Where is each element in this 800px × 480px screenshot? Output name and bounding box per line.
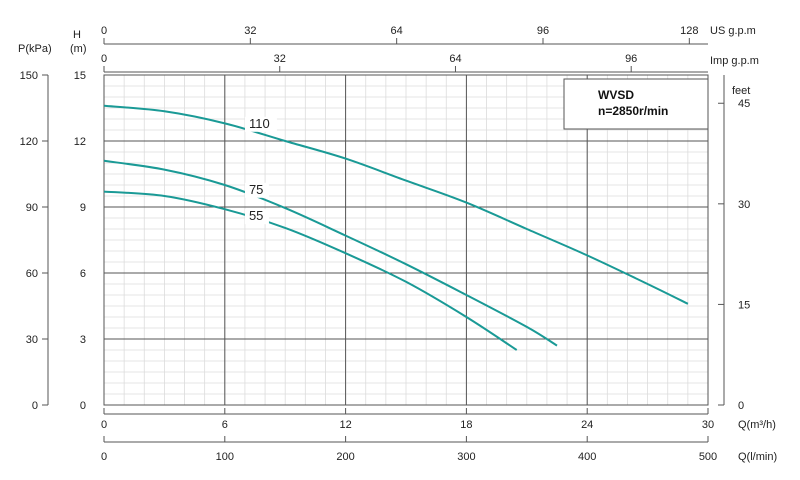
pkpa-tick-label: 120 <box>20 136 38 148</box>
feet-tick-label: 30 <box>738 199 750 211</box>
pkpa-tick-label: 0 <box>32 400 38 412</box>
curve-label-75: 75 <box>249 182 263 197</box>
y-tick-label-h: 15 <box>74 70 86 82</box>
pkpa-tick-label: 30 <box>26 334 38 346</box>
usgpm-tick-label: 96 <box>537 25 549 37</box>
usgpm-tick-label: 64 <box>391 25 403 37</box>
impgpm-tick-label: 32 <box>274 53 286 65</box>
curve-label-bg <box>244 209 269 225</box>
left-h-label: H <box>73 29 81 41</box>
qm3h-tick-label: 6 <box>222 419 228 431</box>
pkpa-tick-label: 60 <box>26 268 38 280</box>
curve-110 <box>103 104 689 305</box>
left-pkpa-label: P(kPa) <box>18 43 52 55</box>
qlmin-tick-label: 300 <box>457 451 475 463</box>
qlmin-tick-label: 400 <box>578 451 596 463</box>
feet-tick-label: 15 <box>738 299 750 311</box>
y-tick-label-h: 6 <box>80 268 86 280</box>
y-tick-label-h: 9 <box>80 202 86 214</box>
feet-tick-label: 0 <box>738 400 744 412</box>
y-tick-label-h: 3 <box>80 334 86 346</box>
qlmin-tick-label: 200 <box>336 451 354 463</box>
usgpm-tick-label: 32 <box>244 25 256 37</box>
curve-label-bg <box>244 182 269 198</box>
qm3h-tick-label: 30 <box>702 419 714 431</box>
qlmin-tick-label: 100 <box>216 451 234 463</box>
plot-border <box>103 74 709 406</box>
qlmin-tick-label: 0 <box>101 451 107 463</box>
qlmin-tick-label: 500 <box>699 451 717 463</box>
curve-label-bg <box>244 116 277 132</box>
curve-label-110: 110 <box>249 116 270 131</box>
top-imp-gpm-label: Imp g.p.m <box>710 55 759 67</box>
major-grid <box>103 74 709 406</box>
model-name: WVSD <box>598 88 634 102</box>
left-h-unit: (m) <box>70 43 87 55</box>
impgpm-tick-label: 64 <box>449 53 461 65</box>
model-box <box>563 78 709 130</box>
y-tick-label-h: 0 <box>80 400 86 412</box>
impgpm-tick-label: 96 <box>625 53 637 65</box>
pkpa-tick-label: 90 <box>26 202 38 214</box>
top-us-gpm-label: US g.p.m <box>710 25 756 37</box>
qm3h-tick-label: 18 <box>460 419 472 431</box>
model-speed: n=2850r/min <box>598 104 668 118</box>
y-tick-label-h: 12 <box>74 136 86 148</box>
performance-curves: 110 75 55 <box>103 104 689 351</box>
curve-75 <box>103 159 558 347</box>
bottom-qlmin-label: Q(l/min) <box>738 451 777 463</box>
qm3h-tick-label: 24 <box>581 419 593 431</box>
feet-tick-label: 45 <box>738 98 750 110</box>
pkpa-tick-label: 150 <box>20 70 38 82</box>
curve-label-55: 55 <box>249 208 263 223</box>
usgpm-tick-label: 128 <box>680 25 698 37</box>
qm3h-tick-label: 12 <box>339 419 351 431</box>
usgpm-tick-label: 0 <box>101 25 107 37</box>
curve-55 <box>103 190 518 351</box>
bottom-qm3h-label: Q(m³/h) <box>738 419 776 431</box>
right-feet-label: feet <box>732 85 750 97</box>
impgpm-tick-label: 0 <box>101 53 107 65</box>
qm3h-tick-label: 0 <box>101 419 107 431</box>
